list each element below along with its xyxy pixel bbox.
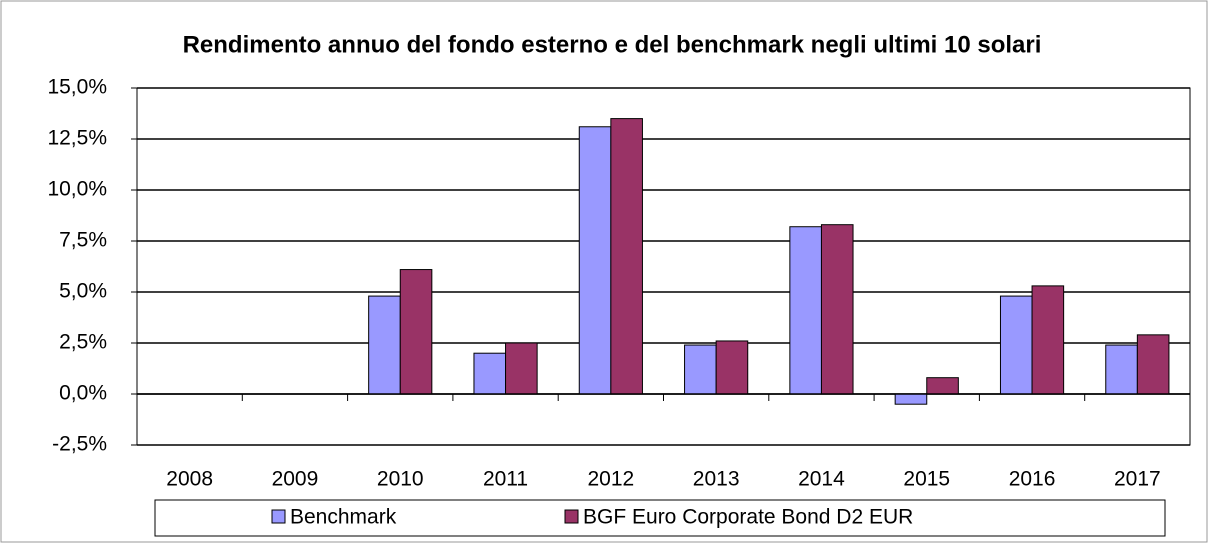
x-tick-label: 2016 xyxy=(1009,468,1056,491)
bar xyxy=(505,342,538,395)
bar xyxy=(684,344,717,395)
bar xyxy=(1105,344,1138,395)
bar xyxy=(368,295,401,395)
x-tick-label: 2009 xyxy=(272,468,319,491)
bar xyxy=(473,352,507,395)
bar xyxy=(999,295,1033,395)
y-tick-label: 10,0% xyxy=(47,178,107,201)
x-tick-label: 2015 xyxy=(903,468,950,491)
legend-box xyxy=(154,499,1166,537)
y-tick-label: 0,0% xyxy=(59,382,107,405)
y-tick-label: 7,5% xyxy=(59,229,107,252)
bar xyxy=(894,393,928,405)
y-tick-label: 12,5% xyxy=(47,127,107,150)
y-tick-label: 15,0% xyxy=(47,76,107,99)
x-tick-label: 2013 xyxy=(693,468,740,491)
bar xyxy=(715,340,749,395)
x-tick-label: 2014 xyxy=(798,468,845,491)
bar xyxy=(926,377,959,395)
x-tick-label: 2010 xyxy=(377,468,424,491)
legend-swatch xyxy=(271,509,286,524)
bar xyxy=(399,269,433,395)
y-tick-label: -2,5% xyxy=(52,433,107,456)
x-tick-label: 2008 xyxy=(166,468,213,491)
bar xyxy=(820,224,854,395)
bar xyxy=(610,118,643,395)
chart-title: Rendimento annuo del fondo esterno e del… xyxy=(183,31,1042,58)
x-tick-label: 2011 xyxy=(483,468,528,491)
bar xyxy=(1031,285,1065,395)
bar xyxy=(578,126,612,395)
bar xyxy=(789,226,822,395)
x-tick-label: 2012 xyxy=(587,468,634,491)
bar xyxy=(1136,334,1170,395)
y-tick-label: 5,0% xyxy=(59,280,107,303)
legend-label: BGF Euro Corporate Bond D2 EUR xyxy=(583,506,913,529)
x-tick-label: 2017 xyxy=(1114,468,1161,491)
legend-swatch xyxy=(564,509,579,524)
legend-label: Benchmark xyxy=(290,506,397,529)
y-tick-label: 2,5% xyxy=(59,331,107,354)
